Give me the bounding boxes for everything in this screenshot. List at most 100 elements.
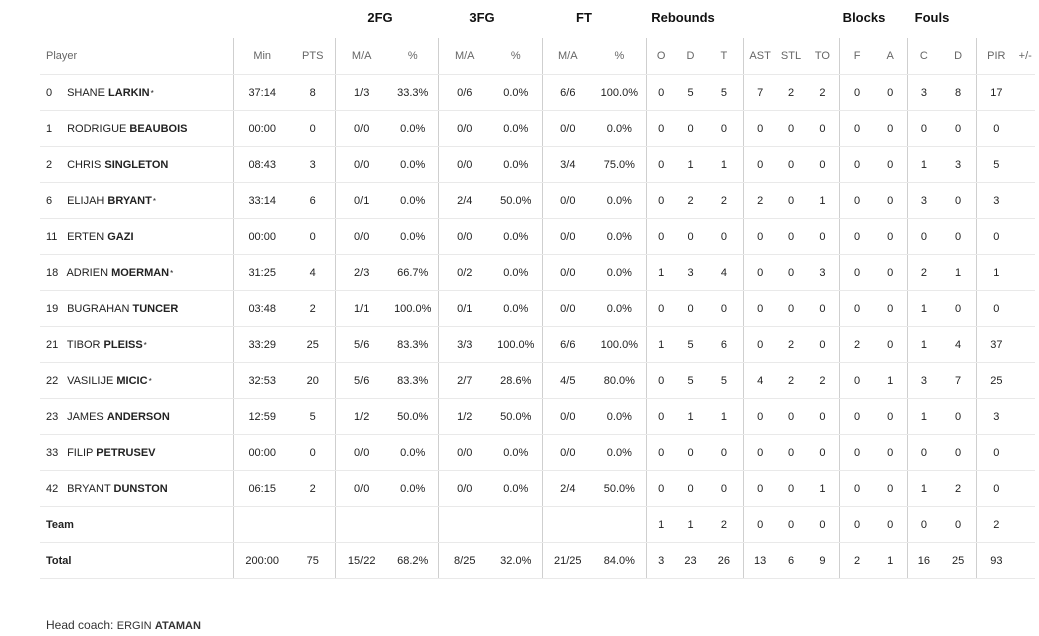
player-number: 22 [46,374,59,387]
stat-min: 31:25 [233,254,291,291]
stat-assists: 0 [742,290,777,327]
stat-blocks-favor: 0 [839,470,874,507]
stat-def-rebounds: 3 [675,254,706,291]
stat-2fg-pct [386,506,439,543]
stat-pir: 0 [976,110,1016,147]
stat-3fg-pct: 50.0% [490,182,543,219]
player-name-cell[interactable]: 1 RODRIGUE BEAUBOIS [40,110,234,147]
player-first-name: ADRIEN [66,266,109,279]
column-header-2fg-pct: % [386,38,439,75]
player-last-name: PLEISS [103,338,143,351]
player-row: 11 ERTEN GAZI 00:00 0 0/0 0.0% 0/0 0.0% 0/0 0.0%… [40,218,1035,255]
stat-assists: 0 [742,506,777,543]
player-first-name: BRYANT [67,482,111,495]
stat-2fg-made-attempted: 1/3 [335,74,387,111]
stat-blocks-favor: 0 [839,254,874,291]
stat-blocks-favor: 0 [839,506,874,543]
stat-plus-minus [1015,74,1035,111]
player-name-cell[interactable]: 6 ELIJAH BRYANT* [40,182,234,219]
stat-def-rebounds: 1 [675,146,706,183]
player-name-cell[interactable]: 23 JAMES ANDERSON [40,398,234,435]
stat-pts [290,506,336,543]
stat-ft-made-attempted: 3/4 [541,146,594,183]
stat-fouls-drawn: 0 [939,218,977,255]
stat-2fg-made-attempted: 5/6 [335,326,387,363]
stat-pir: 17 [976,74,1016,111]
stat-turnovers: 3 [805,254,840,291]
stat-ft-pct: 75.0% [593,146,647,183]
stat-total-rebounds: 6 [705,326,744,363]
column-header-3fg-pct: % [490,38,543,75]
stat-fouls-committed: 1 [906,326,940,363]
player-name-cell[interactable]: 11 ERTEN GAZI [40,218,234,255]
stat-steals: 0 [776,218,806,255]
player-name-cell[interactable]: 21 TIBOR PLEISS* [40,326,234,363]
player-name-cell[interactable]: 42 BRYANT DUNSTON [40,470,234,507]
stat-total-rebounds: 0 [705,470,744,507]
stat-min: 03:48 [233,290,291,327]
stat-pts: 0 [290,434,336,471]
stat-2fg-pct: 50.0% [386,398,439,435]
stat-fouls-committed: 2 [906,254,940,291]
starter-marker: * [152,196,156,206]
stat-total-rebounds: 0 [705,218,744,255]
player-name-cell[interactable]: 19 BUGRAHAN TUNCER [40,290,234,327]
stat-plus-minus [1015,542,1035,579]
starter-marker: * [143,340,147,350]
stat-fouls-committed: 0 [906,218,940,255]
stat-blocks-against: 0 [873,326,908,363]
stat-2fg-pct: 100.0% [386,290,439,327]
player-name-cell[interactable]: 0 SHANE LARKIN* [40,74,234,111]
stat-blocks-favor: 2 [839,326,874,363]
player-number: 23 [46,410,59,423]
player-name-cell[interactable]: 22 VASILIJE MICIC* [40,362,234,399]
stat-blocks-against: 0 [873,398,908,435]
stat-pir: 5 [976,146,1016,183]
stat-blocks-favor: 2 [839,542,874,579]
stat-turnovers: 9 [805,542,840,579]
total-row: Total 200:00 75 15/22 68.2% 8/25 32.0% 21/25 84.… [40,542,1035,579]
stat-2fg-pct: 66.7% [386,254,439,291]
stat-steals: 2 [776,362,806,399]
player-first-name: ELIJAH [67,194,105,207]
stat-ft-made-attempted: 6/6 [541,326,594,363]
stat-ft-pct: 0.0% [593,182,647,219]
starter-marker: * [148,376,152,386]
stat-2fg-made-attempted: 0/0 [335,110,387,147]
player-name-cell[interactable]: 33 FILIP PETRUSEV [40,434,234,471]
player-name-cell[interactable]: 18 ADRIEN MOERMAN* [40,254,234,291]
stat-2fg-made-attempted [335,506,387,543]
stat-steals: 6 [776,542,806,579]
player-row: 42 BRYANT DUNSTON 06:15 2 0/0 0.0% 0/0 0.0% 2/4… [40,470,1035,507]
stat-blocks-against: 0 [873,470,908,507]
player-number: 42 [46,482,59,495]
stat-min: 00:00 [233,110,291,147]
stat-total-rebounds: 26 [705,542,744,579]
player-first-name: TIBOR [66,338,101,351]
stat-2fg-pct: 83.3% [386,362,439,399]
stat-ft-pct: 100.0% [593,326,647,363]
stat-turnovers: 0 [805,290,840,327]
stat-blocks-favor: 0 [839,218,874,255]
stat-blocks-against: 0 [873,254,908,291]
player-last-name: MOERMAN [111,266,170,279]
stat-blocks-against: 0 [873,182,908,219]
player-row: 23 JAMES ANDERSON 12:59 5 1/2 50.0% 1/2 50.0% 0… [40,398,1035,435]
stat-ft-made-attempted: 4/5 [541,362,594,399]
stat-min: 00:00 [233,434,291,471]
column-header-fouls-committed: C [906,38,940,75]
player-row: 6 ELIJAH BRYANT* 33:14 6 0/1 0.0% 2/4 50.0% 0/0… [40,182,1035,219]
stat-off-rebounds: 0 [645,398,676,435]
player-name-cell[interactable]: 2 CHRIS SINGLETON [40,146,234,183]
player-first-name: FILIP [67,446,94,459]
stat-2fg-pct: 0.0% [386,182,439,219]
stat-steals: 0 [776,434,806,471]
stat-turnovers: 2 [805,74,840,111]
player-row: 1 RODRIGUE BEAUBOIS 00:00 0 0/0 0.0% 0/0 0.0% 0… [40,110,1035,147]
stat-fouls-drawn: 3 [939,146,977,183]
stat-blocks-against: 0 [873,146,908,183]
player-last-name: ANDERSON [106,410,170,423]
stat-ft-made-attempted: 0/0 [541,398,594,435]
player-last-name: SINGLETON [104,158,169,171]
stat-ft-made-attempted: 0/0 [541,182,594,219]
